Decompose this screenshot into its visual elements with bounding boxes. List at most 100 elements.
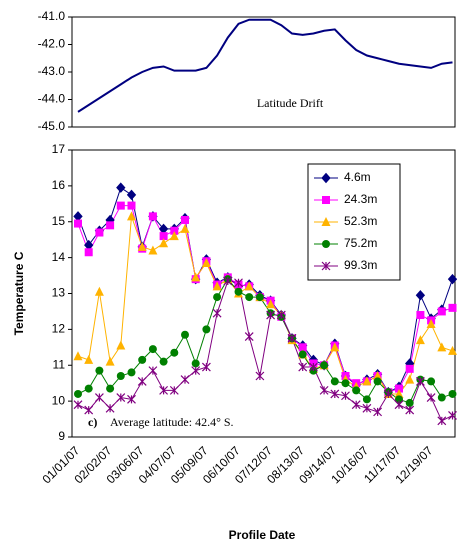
marker xyxy=(180,223,190,233)
marker xyxy=(437,416,447,426)
marker xyxy=(127,368,136,377)
marker xyxy=(415,335,425,345)
marker xyxy=(437,342,447,352)
marker xyxy=(84,384,93,393)
y-tick-label: 13 xyxy=(52,286,66,300)
marker xyxy=(84,354,94,364)
marker xyxy=(394,400,404,410)
y-tick-label: -44.0 xyxy=(38,92,66,106)
marker xyxy=(448,411,457,420)
marker xyxy=(416,311,425,320)
marker xyxy=(322,196,330,204)
marker xyxy=(116,182,126,193)
line xyxy=(77,18,453,113)
marker xyxy=(105,356,115,366)
marker xyxy=(170,348,179,357)
marker xyxy=(106,384,115,393)
marker xyxy=(94,393,104,402)
marker xyxy=(426,318,436,328)
marker xyxy=(373,377,382,386)
annotation-prefix: c) xyxy=(88,415,97,429)
marker xyxy=(74,389,82,398)
marker xyxy=(362,376,372,386)
marker xyxy=(405,398,414,407)
marker xyxy=(94,286,104,296)
marker xyxy=(298,350,307,359)
marker xyxy=(322,240,330,248)
marker xyxy=(73,400,83,410)
marker xyxy=(341,379,350,388)
marker xyxy=(373,407,383,417)
y-tick-label: 9 xyxy=(58,429,65,443)
marker xyxy=(234,278,243,288)
marker xyxy=(126,189,137,201)
marker xyxy=(127,201,136,210)
marker xyxy=(73,351,83,361)
marker xyxy=(148,345,157,354)
marker xyxy=(362,395,371,404)
marker xyxy=(448,389,457,398)
marker xyxy=(106,221,115,230)
marker xyxy=(395,395,403,404)
marker xyxy=(181,330,189,339)
marker xyxy=(223,276,233,286)
marker xyxy=(244,332,254,341)
marker xyxy=(170,226,179,235)
marker xyxy=(181,215,189,224)
y-axis-label: Temperature C xyxy=(12,251,26,335)
marker xyxy=(116,393,126,402)
marker xyxy=(373,371,383,381)
marker xyxy=(191,359,200,368)
marker xyxy=(169,231,179,241)
x-axis-label: Profile Date xyxy=(229,528,296,542)
marker xyxy=(159,385,169,395)
y-tick-label: 10 xyxy=(52,393,66,407)
marker xyxy=(321,261,331,271)
marker xyxy=(321,217,331,226)
marker xyxy=(394,388,404,398)
marker xyxy=(127,394,136,404)
marker xyxy=(319,385,329,395)
marker xyxy=(191,366,201,376)
marker xyxy=(448,345,457,355)
marker xyxy=(159,238,169,248)
marker xyxy=(116,372,125,381)
marker xyxy=(330,377,339,386)
marker xyxy=(448,303,457,312)
marker xyxy=(308,362,318,372)
marker xyxy=(395,384,403,393)
marker xyxy=(427,377,436,386)
y-tick-label: -41.0 xyxy=(38,9,66,23)
legend-label: 24.3m xyxy=(344,192,377,206)
marker xyxy=(148,212,157,221)
marker xyxy=(447,273,457,285)
marker xyxy=(137,376,147,386)
marker xyxy=(105,403,115,413)
marker xyxy=(362,403,372,413)
marker xyxy=(201,258,211,268)
marker xyxy=(405,405,415,415)
marker xyxy=(415,290,426,301)
marker xyxy=(426,393,436,402)
marker xyxy=(74,219,82,228)
y-tick-label: 14 xyxy=(52,250,66,264)
marker xyxy=(330,342,340,352)
marker xyxy=(212,281,222,291)
annotation: Latitude Drift xyxy=(257,96,324,110)
y-tick-label: -42.0 xyxy=(38,37,66,51)
marker xyxy=(169,385,179,395)
marker xyxy=(148,245,158,255)
marker xyxy=(191,272,201,282)
marker xyxy=(276,310,286,320)
legend-label: 75.2m xyxy=(344,236,377,250)
marker xyxy=(352,386,361,395)
marker xyxy=(84,248,93,257)
marker xyxy=(321,172,331,184)
marker xyxy=(330,389,340,399)
y-tick-label: 11 xyxy=(53,357,66,371)
y-tick-label: 12 xyxy=(52,322,66,336)
marker xyxy=(234,287,243,296)
annotation: Average latitude: 42.4° S. xyxy=(110,415,234,429)
marker xyxy=(287,333,297,343)
